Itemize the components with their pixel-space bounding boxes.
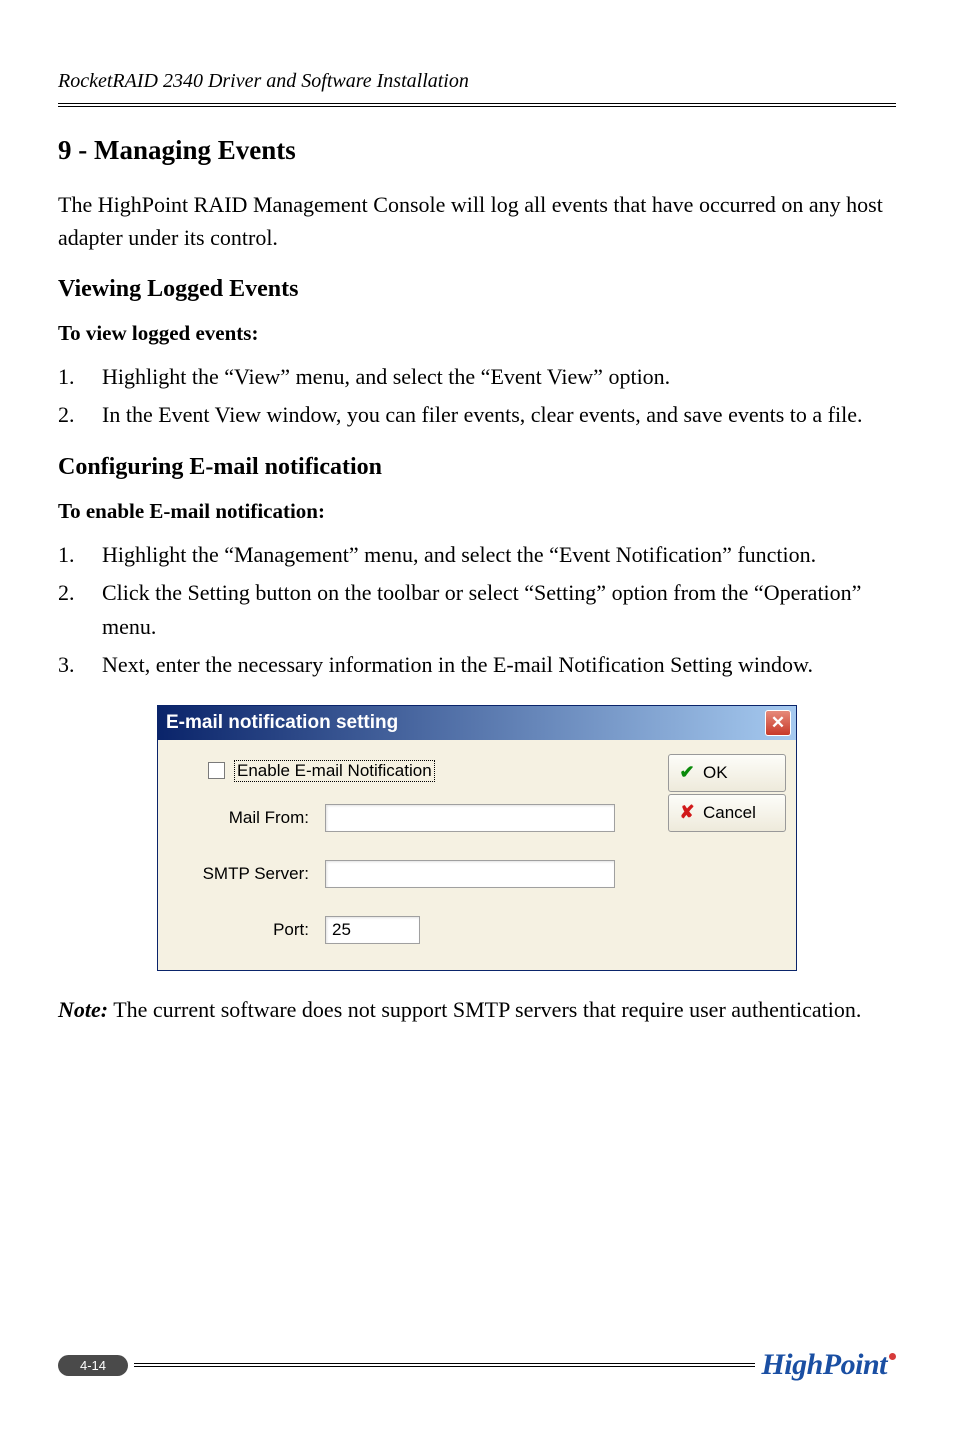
mail-from-row: Mail From:	[180, 804, 656, 832]
smtp-server-input[interactable]	[325, 860, 615, 888]
smtp-server-row: SMTP Server:	[180, 860, 656, 888]
email-notification-dialog: E-mail notification setting ✕ Enable E-m…	[157, 705, 797, 971]
ok-button[interactable]: ✔ OK	[668, 754, 786, 792]
highpoint-logo: HighPoint	[761, 1348, 896, 1382]
section-title: 9 - Managing Events	[58, 135, 896, 166]
list-number: 2.	[58, 398, 102, 432]
list-number: 1.	[58, 538, 102, 572]
list-item: 3. Next, enter the necessary information…	[58, 648, 896, 682]
page-number-badge: 4-14	[58, 1355, 128, 1376]
list-item: 1. Highlight the “Management” menu, and …	[58, 538, 896, 572]
subsection-viewing-title: Viewing Logged Events	[58, 276, 896, 303]
note-paragraph: Note: The current software does not supp…	[58, 993, 896, 1026]
smtp-server-label: SMTP Server:	[180, 864, 325, 884]
list-number: 3.	[58, 648, 102, 682]
x-icon: ✘	[677, 802, 697, 823]
dialog-form: Enable E-mail Notification Mail From: SM…	[168, 752, 668, 944]
list-number: 1.	[58, 360, 102, 394]
list-text: Next, enter the necessary information in…	[102, 648, 896, 682]
subsection-email-title: Configuring E-mail notification	[58, 454, 896, 481]
dialog-titlebar: E-mail notification setting ✕	[158, 706, 796, 740]
port-label: Port:	[180, 920, 325, 940]
cancel-label: Cancel	[703, 803, 756, 823]
dialog-title: E-mail notification setting	[166, 712, 398, 734]
enable-notification-row: Enable E-mail Notification	[208, 760, 656, 782]
enable-notification-label: Enable E-mail Notification	[234, 760, 435, 782]
viewing-subtitle: To view logged events:	[58, 321, 896, 346]
header-divider	[58, 103, 896, 107]
port-row: Port:	[180, 916, 656, 944]
close-button[interactable]: ✕	[765, 710, 791, 736]
viewing-list: 1. Highlight the “View” menu, and select…	[58, 360, 896, 432]
enable-notification-checkbox[interactable]	[208, 762, 225, 779]
page-footer: 4-14 HighPoint	[58, 1348, 896, 1382]
list-item: 1. Highlight the “View” menu, and select…	[58, 360, 896, 394]
header-text: RocketRAID 2340 Driver and Software Inst…	[58, 70, 896, 93]
dialog-wrapper: E-mail notification setting ✕ Enable E-m…	[58, 705, 896, 971]
check-icon: ✔	[677, 762, 697, 783]
mail-from-input[interactable]	[325, 804, 615, 832]
list-text: Highlight the “Management” menu, and sel…	[102, 538, 896, 572]
logo-dot-icon	[889, 1353, 896, 1360]
list-item: 2. Click the Setting button on the toolb…	[58, 576, 896, 644]
note-text: The current software does not support SM…	[108, 997, 861, 1022]
list-text: Click the Setting button on the toolbar …	[102, 576, 896, 644]
list-item: 2. In the Event View window, you can fil…	[58, 398, 896, 432]
note-label: Note:	[58, 997, 108, 1022]
list-text: Highlight the “View” menu, and select th…	[102, 360, 896, 394]
cancel-button[interactable]: ✘ Cancel	[668, 794, 786, 832]
list-text: In the Event View window, you can filer …	[102, 398, 896, 432]
port-input[interactable]	[325, 916, 420, 944]
mail-from-label: Mail From:	[180, 808, 325, 828]
list-number: 2.	[58, 576, 102, 644]
dialog-body: Enable E-mail Notification Mail From: SM…	[158, 740, 796, 970]
dialog-buttons: ✔ OK ✘ Cancel	[668, 752, 786, 944]
footer-divider	[134, 1363, 755, 1367]
intro-paragraph: The HighPoint RAID Management Console wi…	[58, 188, 896, 254]
email-subtitle: To enable E-mail notification:	[58, 499, 896, 524]
ok-label: OK	[703, 763, 728, 783]
logo-text: HighPoint	[761, 1348, 887, 1382]
email-list: 1. Highlight the “Management” menu, and …	[58, 538, 896, 682]
close-icon: ✕	[771, 713, 785, 733]
